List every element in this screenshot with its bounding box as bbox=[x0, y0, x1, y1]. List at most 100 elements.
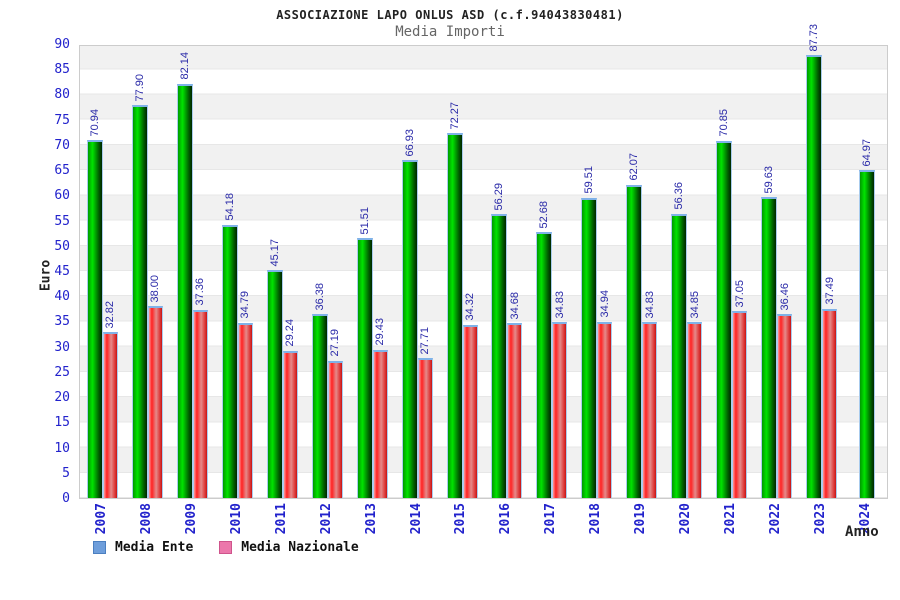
bar-media-ente-2017: 52.68 bbox=[536, 201, 553, 498]
bar-media-nazionale-2022-value-label: 36.46 bbox=[778, 282, 791, 311]
bar-media-nazionale-2011-value-label: 29.24 bbox=[284, 318, 297, 347]
bar-media-ente-2015-value-label: 72.27 bbox=[448, 101, 461, 130]
bar-media-nazionale-2008-value-label: 38.00 bbox=[149, 274, 162, 303]
x-tick-2018: 2018 bbox=[588, 503, 604, 535]
x-tick-2020: 2020 bbox=[678, 503, 694, 535]
bar-media-ente-2018-fill bbox=[581, 197, 598, 498]
bar-media-nazionale-2020: 34.85 bbox=[687, 291, 703, 498]
bar-media-ente-2007-value-label: 70.94 bbox=[88, 108, 101, 137]
bar-media-nazionale-2017-fill bbox=[552, 322, 568, 498]
y-tick-10: 10 bbox=[54, 440, 70, 456]
bar-media-nazionale-2013-value-label: 29.43 bbox=[374, 318, 387, 346]
y-tick-70: 70 bbox=[54, 137, 70, 153]
bar-media-ente-2007-fill bbox=[86, 140, 103, 498]
bar-group-2024: 64.97 bbox=[844, 46, 889, 498]
bar-media-ente-2013-fill bbox=[356, 238, 373, 498]
x-tick-2023: 2023 bbox=[812, 503, 828, 535]
bar-media-nazionale-2014-fill bbox=[417, 358, 433, 498]
bar-media-nazionale-2020-fill bbox=[687, 322, 703, 498]
bar-group-2020: 56.36 34.85 bbox=[664, 46, 709, 498]
bar-media-nazionale-2019-fill bbox=[642, 322, 658, 498]
legend-swatch-media-nazionale-icon bbox=[219, 541, 233, 554]
y-tick-25: 25 bbox=[54, 364, 70, 380]
bar-group-2018: 59.51 34.94 bbox=[574, 46, 619, 498]
bar-media-nazionale-2011-fill bbox=[282, 350, 298, 498]
y-tick-0: 0 bbox=[62, 491, 70, 506]
bar-media-ente-2009-value-label: 82.14 bbox=[178, 52, 191, 80]
bar-media-ente-2023-value-label: 87.73 bbox=[808, 23, 821, 52]
chart-title: ASSOCIAZIONE LAPO ONLUS ASD (c.f.9404383… bbox=[276, 8, 624, 22]
bar-media-ente-2023: 87.73 bbox=[806, 24, 823, 498]
bar-media-ente-2021-value-label: 70.85 bbox=[718, 109, 731, 137]
bar-media-ente-2020: 56.36 bbox=[671, 182, 688, 498]
legend-item-media-nazionale: Media Nazionale bbox=[219, 540, 359, 555]
bar-media-nazionale-2016: 34.68 bbox=[507, 292, 523, 498]
bar-media-ente-2014-fill bbox=[401, 160, 418, 498]
y-tick-30: 30 bbox=[54, 339, 70, 355]
x-axis-title: Anno bbox=[845, 524, 879, 540]
bar-media-ente-2013: 51.51 bbox=[356, 207, 373, 498]
y-tick-40: 40 bbox=[54, 289, 70, 305]
y-tick-85: 85 bbox=[54, 62, 70, 78]
bar-group-2011: 45.17 29.24 bbox=[260, 46, 305, 498]
bar-media-nazionale-2022: 36.46 bbox=[777, 283, 793, 498]
bar-media-ente-2013-value-label: 51.51 bbox=[358, 206, 371, 235]
bar-media-nazionale-2023-value-label: 37.49 bbox=[823, 277, 836, 305]
bar-media-nazionale-2019: 34.83 bbox=[642, 291, 658, 498]
bar-media-ente-2018-value-label: 59.51 bbox=[583, 166, 596, 194]
bar-media-nazionale-2009: 37.36 bbox=[192, 278, 208, 498]
bar-media-ente-2010: 54.18 bbox=[221, 193, 238, 498]
bar-media-nazionale-2018-fill bbox=[597, 321, 613, 498]
bar-media-ente-2007: 70.94 bbox=[86, 109, 103, 498]
bar-media-ente-2010-value-label: 54.18 bbox=[223, 193, 236, 221]
bar-media-ente-2012-fill bbox=[311, 314, 328, 498]
y-tick-80: 80 bbox=[54, 87, 70, 103]
bar-media-ente-2022: 59.63 bbox=[761, 166, 778, 498]
bar-media-nazionale-2021-fill bbox=[732, 311, 748, 498]
bar-media-nazionale-2007: 32.82 bbox=[102, 301, 118, 498]
bar-media-ente-2016: 56.29 bbox=[491, 183, 508, 498]
bar-media-nazionale-2008-fill bbox=[147, 306, 163, 498]
bar-media-nazionale-2015-fill bbox=[462, 324, 478, 498]
bar-media-ente-2022-fill bbox=[761, 197, 778, 498]
bar-group-2014: 66.93 27.71 bbox=[395, 46, 440, 498]
legend-swatch-media-ente-icon bbox=[93, 541, 106, 554]
bar-media-ente-2008-fill bbox=[131, 105, 148, 498]
legend-label-media-ente: Media Ente bbox=[115, 540, 194, 555]
bar-media-ente-2019-value-label: 62.07 bbox=[628, 153, 641, 181]
bar-media-nazionale-2018: 34.94 bbox=[597, 290, 613, 498]
bar-media-nazionale-2023-fill bbox=[822, 308, 838, 498]
bar-group-2008: 77.90 38.00 bbox=[125, 46, 170, 498]
chart-subtitle: Media Importi bbox=[395, 24, 505, 40]
bar-group-2007: 70.94 32.82 bbox=[80, 46, 125, 498]
legend-item-media-ente: Media Ente bbox=[93, 540, 193, 555]
bar-media-ente-2022-value-label: 59.63 bbox=[763, 165, 776, 194]
bar-media-ente-2021-fill bbox=[716, 140, 733, 498]
bar-media-ente-2020-value-label: 56.36 bbox=[673, 182, 686, 210]
bar-media-ente-2008-value-label: 77.90 bbox=[133, 73, 146, 102]
bar-media-ente-2008: 77.90 bbox=[131, 74, 148, 498]
x-tick-2015: 2015 bbox=[453, 503, 469, 535]
bar-media-ente-2014: 66.93 bbox=[401, 129, 418, 498]
bar-media-ente-2011-fill bbox=[266, 270, 283, 498]
y-tick-15: 15 bbox=[54, 415, 70, 431]
bar-media-ente-2021: 70.85 bbox=[716, 109, 733, 498]
bar-media-nazionale-2008: 38.00 bbox=[147, 275, 163, 498]
y-tick-55: 55 bbox=[54, 213, 70, 229]
bar-media-ente-2009-fill bbox=[176, 83, 193, 498]
bar-media-ente-2011: 45.17 bbox=[266, 239, 283, 498]
bar-media-ente-2024-fill bbox=[858, 170, 875, 498]
plot-area: 70.94 32.82 77.90 38.00 82.14 37.36 54.18 34.79… bbox=[79, 24, 889, 499]
bar-media-nazionale-2012: 27.19 bbox=[327, 329, 343, 498]
legend: Media Ente Media Nazionale bbox=[93, 540, 359, 555]
bar-media-nazionale-2019-value-label: 34.83 bbox=[643, 290, 656, 319]
legend-label-media-nazionale: Media Nazionale bbox=[241, 540, 359, 555]
bar-media-nazionale-2015-value-label: 34.32 bbox=[464, 293, 477, 321]
bar-media-ente-2012-value-label: 36.38 bbox=[313, 282, 326, 311]
x-tick-2017: 2017 bbox=[543, 503, 559, 535]
bar-media-ente-2020-fill bbox=[671, 213, 688, 498]
bar-media-ente-2023-fill bbox=[806, 55, 823, 498]
bar-media-nazionale-2009-value-label: 37.36 bbox=[194, 278, 207, 306]
bar-media-ente-2017-fill bbox=[536, 232, 553, 498]
